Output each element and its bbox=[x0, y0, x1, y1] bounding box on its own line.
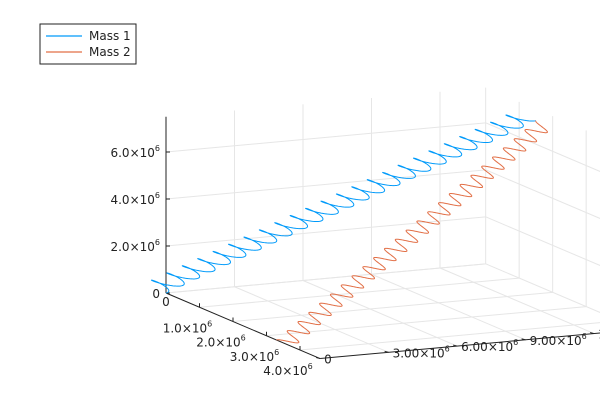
gridline-z-back-2 bbox=[485, 169, 600, 220]
legend: Mass 1 Mass 2 bbox=[39, 23, 137, 65]
legend-label-mass-2: Mass 2 bbox=[89, 45, 131, 59]
gridline-y-floor-1 bbox=[234, 286, 389, 353]
x-tick-label-3: 3.0×106 bbox=[230, 348, 280, 364]
x-tick-label-1: 1.0×106 bbox=[163, 319, 213, 335]
gridline-x-floor-3 bbox=[266, 306, 587, 337]
y-tick-label-4: 1.20×107 bbox=[598, 326, 600, 342]
series-line-mass-1 bbox=[150, 114, 537, 294]
grid-layer bbox=[165, 87, 600, 360]
gridline-y-floor-2 bbox=[302, 280, 458, 347]
z-tick-label-3: 6.0×106 bbox=[110, 144, 160, 160]
y-tick-label-1: 3.00×106 bbox=[393, 344, 450, 360]
x-tick-label-4: 4.0×106 bbox=[263, 362, 313, 378]
gridline-x-floor-2 bbox=[232, 291, 553, 322]
gridline-z-back-0 bbox=[485, 263, 600, 314]
z-tick-label-1: 2.0×106 bbox=[110, 238, 160, 254]
series-line-mass-2 bbox=[276, 120, 548, 344]
y-tick-0 bbox=[315, 357, 321, 360]
gridline-z-side-2 bbox=[165, 169, 486, 200]
y-tick-label-2: 6.00×106 bbox=[461, 338, 518, 354]
gridline-z-side-3 bbox=[165, 122, 486, 153]
x-axis-line bbox=[165, 292, 321, 360]
gridline-y-floor-3 bbox=[371, 273, 526, 341]
gridline-z-back-1 bbox=[485, 216, 600, 267]
gridline-z-side-1 bbox=[165, 216, 486, 247]
x-tick-label-0: 0 bbox=[162, 295, 170, 309]
gridline-z-side-0 bbox=[165, 263, 486, 294]
axis-layer bbox=[165, 116, 600, 360]
z-tick-label-0: 0 bbox=[152, 287, 160, 301]
series-layer bbox=[150, 114, 548, 344]
y-tick-label-0: 0 bbox=[324, 353, 332, 367]
y-tick-label-3: 9.00×106 bbox=[530, 332, 587, 348]
y-tick-4 bbox=[589, 332, 595, 335]
gridline-z-back-3 bbox=[485, 122, 600, 173]
x-tick-label-2: 2.0×106 bbox=[196, 334, 246, 350]
gridline-x-floor-1 bbox=[199, 277, 520, 308]
z-tick-label-2: 4.0×106 bbox=[110, 191, 160, 207]
y-tick-1 bbox=[384, 350, 389, 353]
y-axis-line bbox=[320, 332, 600, 360]
legend-box bbox=[39, 23, 137, 65]
y-tick-3 bbox=[521, 338, 526, 341]
gridline-y-floor-4 bbox=[439, 267, 595, 335]
y-tick-2 bbox=[452, 344, 458, 347]
legend-label-mass-1: Mass 1 bbox=[89, 29, 131, 43]
gridline-x-floor-4 bbox=[299, 322, 600, 351]
